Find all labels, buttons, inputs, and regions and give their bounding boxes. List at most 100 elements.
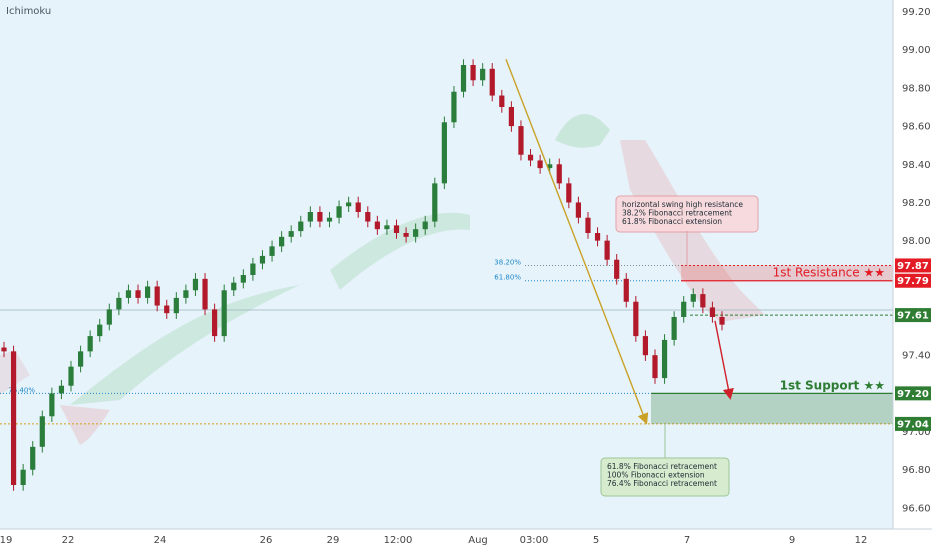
candle-body-30 <box>288 231 294 237</box>
candle-body-32 <box>307 212 313 222</box>
candle-body-74 <box>709 307 716 317</box>
price-badge-label-0: 97.87 <box>897 261 929 272</box>
x-tick-6: Aug <box>468 535 488 546</box>
candle-body-34 <box>326 217 333 222</box>
candle-body-7 <box>68 366 74 386</box>
candle-body-49 <box>470 65 476 81</box>
candle-body-9 <box>87 336 93 352</box>
y-tick-0: 99.20 <box>902 7 931 18</box>
candle-body-11 <box>106 309 112 325</box>
support-zone-label: 1st Support ★★ <box>780 378 885 392</box>
y-tick-6: 98.00 <box>902 236 931 247</box>
annotation-line-resistance-2: 61.8% Fibonacci extension <box>622 217 722 226</box>
candle-body-45 <box>432 183 438 222</box>
candle-body-18 <box>173 297 179 314</box>
annotation-line-support-0: 61.8% Fibonacci retracement <box>607 462 717 471</box>
candle-body-17 <box>164 305 170 314</box>
x-tick-3: 26 <box>260 535 273 546</box>
candle-body-56 <box>537 160 543 169</box>
annotation-line-support-1: 100% Fibonacci extension <box>607 471 705 480</box>
candle-body-25 <box>240 275 246 283</box>
candle-body-19 <box>183 290 189 298</box>
price-badge-label-4: 97.04 <box>897 419 929 430</box>
candle-body-6 <box>58 385 65 394</box>
y-tick-3: 98.60 <box>902 122 931 133</box>
y-tick-partial: 97.00 <box>902 427 931 438</box>
candle-body-75 <box>719 317 725 325</box>
annotation-line-support-2: 76.4% Fibonacci retracement <box>607 479 717 488</box>
candle-body-58 <box>556 164 562 184</box>
candle-body-20 <box>192 278 199 291</box>
candle-body-68 <box>652 355 658 379</box>
candle-body-47 <box>451 91 457 123</box>
candle-body-59 <box>566 183 572 203</box>
price-badge-4 <box>895 416 931 431</box>
price-badge-label-1: 97.79 <box>897 276 929 287</box>
price-badge-label-3: 97.20 <box>897 389 929 400</box>
candles <box>1 59 725 491</box>
candle-body-37 <box>355 202 361 212</box>
fib-label-2: 76.40% <box>8 386 35 394</box>
candle-body-16 <box>154 286 160 306</box>
resistance-zone-label: 1st Resistance ★★ <box>773 266 885 280</box>
candle-body-28 <box>269 246 275 256</box>
price-badge-3 <box>895 386 931 401</box>
candle-body-67 <box>642 336 649 356</box>
candle-body-39 <box>374 221 380 230</box>
x-tick-10: 9 <box>789 535 795 546</box>
candle-body-22 <box>212 309 218 337</box>
x-tick-9: 7 <box>684 535 690 546</box>
y-tick-7: 97.40 <box>902 351 931 362</box>
arrows <box>505 59 734 425</box>
candle-body-1 <box>10 351 17 485</box>
x-tick-0: 19 <box>0 535 12 546</box>
candle-body-48 <box>460 65 467 92</box>
candle-body-71 <box>681 301 687 317</box>
resistance-zone <box>681 265 893 281</box>
candle-body-35 <box>336 206 342 218</box>
candle-body-44 <box>422 221 428 230</box>
candle-body-54 <box>518 126 524 155</box>
candle-body-65 <box>623 278 629 302</box>
candle-body-43 <box>413 229 419 237</box>
y-tick-9: 96.60 <box>902 503 931 514</box>
y-tick-1: 99.00 <box>902 45 931 56</box>
trend-arrow <box>505 59 649 425</box>
price-badge-label-2: 97.61 <box>897 311 929 322</box>
candle-body-60 <box>575 202 581 218</box>
x-tick-1: 22 <box>62 535 75 546</box>
x-tick-8: 5 <box>593 535 599 546</box>
annotation-line-resistance-1: 38.2% Fibonacci retracement <box>622 209 732 218</box>
candle-body-24 <box>231 282 237 291</box>
candle-body-63 <box>604 240 610 260</box>
cloud-green-middle <box>330 212 470 290</box>
candle-body-69 <box>661 339 668 379</box>
fib-label-1: 61.80% <box>494 274 521 282</box>
price-badge-2 <box>895 308 931 323</box>
candle-body-62 <box>594 233 601 241</box>
candle-body-41 <box>393 225 400 233</box>
zones: 1st Resistance ★★ 1st Support ★★ <box>651 265 893 424</box>
candle-body-12 <box>116 297 122 310</box>
x-tick-7: 03:00 <box>520 535 549 546</box>
candle-body-50 <box>480 68 486 81</box>
y-tick-5: 98.20 <box>902 198 931 209</box>
y-tick-2: 98.80 <box>902 83 931 94</box>
x-tick-2: 24 <box>154 535 167 546</box>
candle-body-42 <box>403 233 409 237</box>
fib-label-0: 38.20% <box>494 258 521 266</box>
price-badge-1 <box>895 273 931 288</box>
candle-body-64 <box>614 259 620 279</box>
candle-body-40 <box>384 225 390 230</box>
cloud-red-lower <box>60 405 110 445</box>
candle-body-73 <box>700 294 706 308</box>
candle-body-21 <box>202 278 208 310</box>
annotation-line-resistance-0: horizontal swing high resistance <box>622 200 743 209</box>
candle-body-2 <box>20 469 26 485</box>
candle-body-26 <box>250 263 256 275</box>
candle-body-8 <box>77 351 84 367</box>
candle-body-61 <box>585 217 591 233</box>
